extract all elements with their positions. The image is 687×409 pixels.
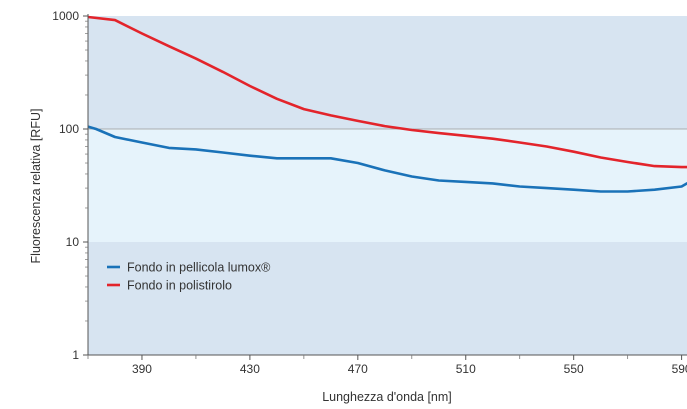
y-tick-label-10: 10 — [66, 235, 80, 249]
band-100-1000 — [88, 16, 687, 129]
legend-label-1: Fondo in pellicola lumox® — [127, 261, 271, 275]
band-10-100 — [88, 129, 687, 242]
y-tick-label-100: 100 — [59, 122, 79, 136]
x-tick-label-550: 550 — [564, 362, 584, 376]
x-tick-label-390: 390 — [132, 362, 152, 376]
x-tick-label-430: 430 — [240, 362, 260, 376]
series-layer — [88, 15, 687, 193]
series-line-2 — [88, 15, 687, 169]
legend-label-2: Fondo in polistirolo — [127, 279, 232, 293]
series-line-1 — [88, 125, 687, 193]
legend: Fondo in pellicola lumox® Fondo in polist… — [107, 261, 271, 293]
axes: 1 10 100 1000 390 430 470 510 550 590 — [52, 9, 687, 376]
x-tick-label-510: 510 — [456, 362, 476, 376]
y-tick-label-1000: 1000 — [52, 9, 79, 23]
x-tick-label-590: 590 — [672, 362, 687, 376]
background-bands — [88, 16, 687, 355]
x-axis-title: Lunghezza d'onda [nm] — [322, 390, 452, 404]
y-tick-label-1: 1 — [72, 348, 79, 362]
x-tick-label-470: 470 — [348, 362, 368, 376]
band-1-10 — [88, 242, 687, 355]
y-axis-title: Fluorescenza relativa [RFU] — [29, 109, 43, 264]
